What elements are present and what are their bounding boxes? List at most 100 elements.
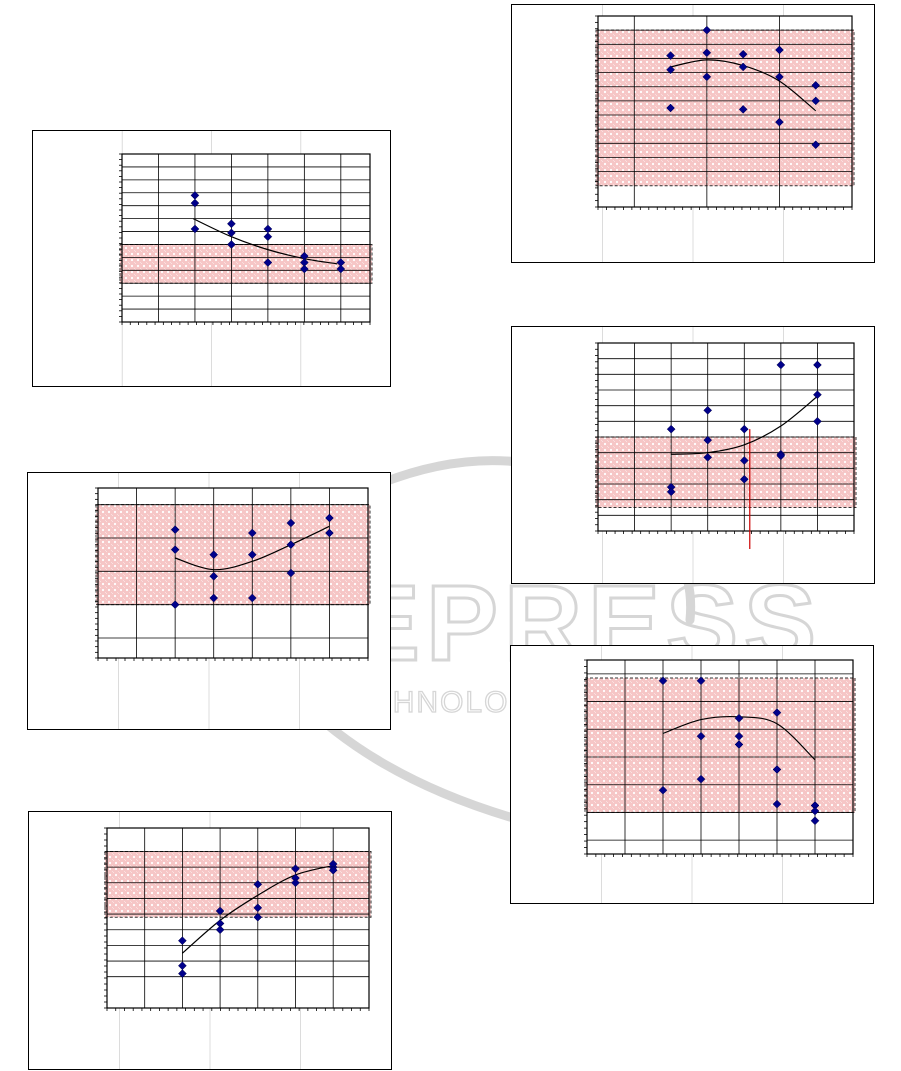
data-point <box>227 219 236 229</box>
trend-line <box>174 525 330 571</box>
data-point <box>253 879 263 889</box>
x-axis-ticks <box>121 322 371 325</box>
data-point <box>738 62 748 72</box>
data-point <box>247 593 257 603</box>
data-point <box>178 936 187 946</box>
data-point <box>227 240 236 249</box>
y-axis-ticks <box>119 153 122 323</box>
y-axis-ticks <box>595 342 598 532</box>
data-point <box>325 528 334 538</box>
scatter-chart-5 <box>595 327 857 583</box>
data-point <box>325 513 334 523</box>
x-axis-ticks <box>597 207 853 210</box>
chart-panel-4 <box>511 4 875 263</box>
scatter-chart-3 <box>104 812 372 1069</box>
data-point <box>247 528 257 538</box>
data-point <box>696 676 706 686</box>
acceptance-band <box>584 677 856 813</box>
y-axis-ticks <box>584 659 587 855</box>
data-point <box>666 487 676 497</box>
data-point <box>813 416 822 426</box>
data-point <box>291 878 300 888</box>
data-point <box>775 45 784 55</box>
x-axis-ticks <box>597 531 855 534</box>
data-point <box>811 140 821 150</box>
plot-area <box>122 154 370 322</box>
acceptance-band <box>595 436 857 508</box>
gridlines <box>107 828 369 1008</box>
data-point <box>696 774 706 784</box>
data-point <box>666 65 675 75</box>
data-point <box>178 969 187 978</box>
data-point <box>776 360 786 370</box>
data-point <box>209 550 219 560</box>
data-point <box>666 103 675 113</box>
data-point <box>253 912 263 922</box>
y-axis-ticks <box>95 487 98 659</box>
data-points <box>170 513 334 610</box>
gridlines <box>598 16 853 207</box>
x-axis-ticks <box>97 658 369 661</box>
data-points <box>666 360 822 497</box>
data-point <box>215 925 225 935</box>
data-point <box>739 424 749 434</box>
data-point <box>776 451 786 461</box>
chart-panel-6 <box>510 645 874 904</box>
data-points <box>658 676 820 826</box>
data-point <box>253 903 263 913</box>
data-point <box>286 568 296 578</box>
data-point <box>772 799 782 809</box>
trend-line <box>671 395 818 455</box>
data-points <box>666 25 821 150</box>
gridlines <box>598 343 855 531</box>
data-point <box>813 390 822 400</box>
y-axis-ticks <box>595 15 598 208</box>
data-point <box>286 540 296 550</box>
data-point <box>666 51 675 60</box>
data-point <box>190 224 200 234</box>
data-point <box>702 25 712 35</box>
data-point <box>738 49 748 59</box>
gridlines <box>122 154 370 322</box>
y-axis-ticks <box>104 827 107 1009</box>
data-point <box>738 105 748 114</box>
scatter-chart-2 <box>95 473 371 729</box>
data-point <box>336 264 346 274</box>
data-point <box>703 435 713 445</box>
data-point <box>227 228 236 238</box>
data-point <box>263 258 273 267</box>
x-axis-ticks <box>586 854 854 857</box>
data-points <box>190 191 346 274</box>
data-point <box>247 550 257 560</box>
data-point <box>734 731 744 741</box>
chart-panel-3 <box>28 811 392 1070</box>
data-point <box>328 865 338 875</box>
acceptance-band <box>119 243 373 284</box>
data-point <box>658 676 668 686</box>
data-points <box>178 859 338 978</box>
acceptance-band <box>95 504 371 606</box>
data-point <box>703 453 713 462</box>
data-point <box>263 232 273 242</box>
data-point <box>286 518 296 528</box>
acceptance-band <box>595 29 855 187</box>
data-point <box>775 117 784 127</box>
data-point <box>813 360 822 370</box>
data-point <box>772 765 782 774</box>
data-point <box>775 72 784 82</box>
data-point <box>170 525 180 535</box>
scatter-chart-1 <box>119 131 373 386</box>
data-point <box>215 906 225 916</box>
data-point <box>696 731 706 741</box>
scatter-chart-4 <box>595 5 855 262</box>
data-point <box>810 806 820 816</box>
data-point <box>702 48 712 58</box>
data-point <box>703 406 713 415</box>
data-point <box>666 424 676 434</box>
chart-panel-1 <box>32 130 391 387</box>
data-point <box>811 96 821 106</box>
trend-line <box>192 218 338 265</box>
data-point <box>170 545 180 555</box>
chart-panel-5 <box>511 326 875 584</box>
acceptance-band <box>104 850 372 918</box>
